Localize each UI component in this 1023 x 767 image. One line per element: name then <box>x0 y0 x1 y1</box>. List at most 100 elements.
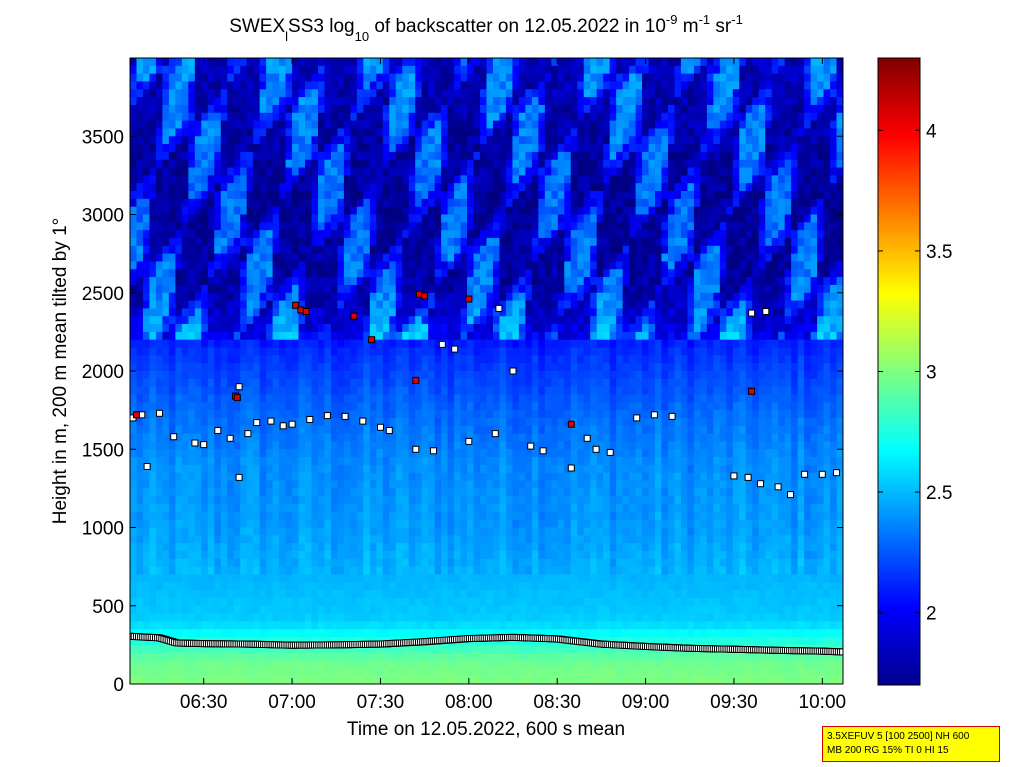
heatmap-cell <box>635 128 643 137</box>
heatmap-cell <box>415 371 423 380</box>
heatmap-cell <box>603 104 611 114</box>
heatmap-cell <box>201 347 209 356</box>
heatmap-cell <box>583 191 591 200</box>
heatmap-cell <box>797 378 805 388</box>
heatmap-cell <box>791 65 799 75</box>
heatmap-cell <box>480 237 488 247</box>
heatmap-cell <box>713 308 721 317</box>
heatmap-cell <box>505 144 514 153</box>
heatmap-cell <box>266 378 274 388</box>
heatmap-cell <box>402 324 410 333</box>
heatmap-cell <box>486 261 494 270</box>
heatmap-cell <box>817 253 825 263</box>
heatmap-cell <box>337 222 345 231</box>
heatmap-cell <box>467 371 475 380</box>
heatmap-cell <box>454 89 462 98</box>
heatmap-cell <box>220 292 228 302</box>
heatmap-cell <box>175 230 183 239</box>
heatmap-cell <box>667 308 676 317</box>
heatmap-cell <box>149 167 157 176</box>
heatmap-cell <box>266 230 274 239</box>
heatmap-cell <box>525 128 533 137</box>
heatmap-cell <box>629 112 637 122</box>
heatmap-cell <box>337 269 345 278</box>
heatmap-cell <box>162 128 170 137</box>
heatmap-cell <box>583 394 591 403</box>
heatmap-cell <box>557 230 565 239</box>
heatmap-cell <box>421 81 429 90</box>
heatmap-cell <box>292 347 300 356</box>
heatmap-cell <box>168 222 176 231</box>
heatmap-cell <box>415 331 423 341</box>
heatmap-cell <box>732 73 740 83</box>
heatmap-cell <box>518 394 526 403</box>
heatmap-cell <box>804 214 812 223</box>
heatmap-cell <box>155 136 164 145</box>
heatmap-cell <box>499 347 507 356</box>
heatmap-cell <box>726 253 734 263</box>
heatmap-cell <box>525 308 533 317</box>
heatmap-cell <box>253 355 261 364</box>
heatmap-cell <box>194 65 202 75</box>
heatmap-cell <box>499 245 507 255</box>
heatmap-cell <box>292 97 300 106</box>
heatmap-cell <box>434 230 442 239</box>
heatmap-cell <box>583 175 591 184</box>
heatmap-cell <box>635 222 643 231</box>
heatmap-cell <box>233 206 241 216</box>
heatmap-cell <box>240 198 248 208</box>
heatmap-cell <box>415 308 423 317</box>
heatmap-cell <box>350 81 358 90</box>
heatmap-cell <box>246 65 254 75</box>
heatmap-cell <box>272 97 280 106</box>
heatmap-cell <box>168 394 176 403</box>
heatmap-cell <box>648 120 656 130</box>
heatmap-cell <box>395 355 403 364</box>
heatmap-cell <box>719 355 727 364</box>
heatmap-cell <box>564 331 572 341</box>
heatmap-cell <box>609 144 617 153</box>
heatmap-cell <box>168 151 176 161</box>
heatmap-cell <box>557 112 565 122</box>
heatmap-cell <box>434 347 442 356</box>
heatmap-cell <box>784 191 792 200</box>
heatmap-cell <box>622 324 630 333</box>
heatmap-cell <box>473 269 481 278</box>
heatmap-cell <box>337 214 345 223</box>
heatmap-cell <box>499 65 507 75</box>
heatmap-cell <box>713 89 721 98</box>
heatmap-cell <box>356 394 364 403</box>
heatmap-cell <box>350 394 358 403</box>
heatmap-cell <box>531 245 539 255</box>
heatmap-cell <box>233 58 241 67</box>
heatmap-cell <box>330 175 339 184</box>
heatmap-cell <box>467 175 475 184</box>
heatmap-cell <box>330 355 339 364</box>
heatmap-cell <box>305 269 313 278</box>
heatmap-cell <box>687 191 695 200</box>
heatmap-cell <box>298 394 306 403</box>
heatmap-cell <box>246 191 254 200</box>
heatmap-cell <box>525 120 533 130</box>
heatmap-cell <box>830 128 838 137</box>
heatmap-cell <box>603 347 611 356</box>
heatmap-cell <box>739 339 747 349</box>
heatmap-cell <box>486 284 494 294</box>
heatmap-cell <box>590 136 598 145</box>
heatmap-cell <box>590 339 598 349</box>
heatmap-cell <box>590 292 598 302</box>
heatmap-cell <box>142 89 151 98</box>
heatmap-cell <box>188 300 196 310</box>
heatmap-cell <box>188 214 196 223</box>
heatmap-cell <box>136 316 144 325</box>
heatmap-cell <box>149 191 157 200</box>
heatmap-cell <box>629 159 637 169</box>
heatmap-cell <box>492 355 501 364</box>
heatmap-cell <box>246 355 254 364</box>
heatmap-cell <box>285 316 293 325</box>
heatmap-cell <box>214 191 222 200</box>
heatmap-cell <box>667 89 676 98</box>
heatmap-cell <box>745 277 753 286</box>
heatmap-cell <box>363 347 371 356</box>
heatmap-cell <box>317 198 326 208</box>
